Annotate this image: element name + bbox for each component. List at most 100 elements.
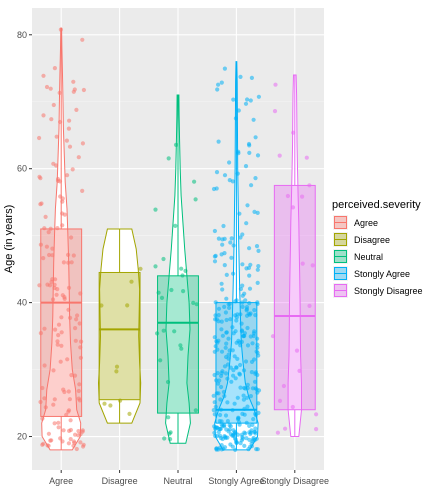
data-point [193, 408, 198, 413]
data-point [251, 417, 256, 422]
data-point [235, 356, 240, 361]
data-point [223, 345, 228, 350]
data-point [236, 149, 241, 154]
data-point [241, 334, 246, 339]
data-point [219, 252, 224, 257]
data-point [211, 186, 217, 192]
data-point [57, 179, 63, 184]
data-point [256, 248, 261, 253]
legend-key-stongly-agree [333, 266, 348, 281]
data-point [45, 282, 50, 287]
data-point [216, 429, 221, 435]
data-point [42, 363, 47, 368]
data-point [238, 286, 243, 292]
data-point [240, 232, 245, 237]
data-point [219, 384, 224, 390]
data-point [56, 333, 61, 338]
data-point [226, 336, 231, 341]
data-point [247, 312, 252, 317]
data-point [67, 397, 72, 402]
data-point [249, 370, 254, 375]
data-point [226, 302, 231, 307]
data-point [192, 179, 197, 184]
data-point [233, 329, 238, 334]
data-point [238, 74, 243, 79]
data-point [253, 313, 258, 318]
x-tick-label: Stongly Disagree [261, 476, 330, 486]
data-point [232, 431, 237, 436]
data-point [78, 355, 83, 360]
data-point [55, 226, 60, 231]
data-point [227, 348, 232, 353]
data-point [248, 334, 253, 339]
data-point [50, 253, 55, 258]
data-point [71, 439, 77, 444]
data-point [42, 326, 47, 331]
data-point [78, 440, 83, 445]
data-point [73, 338, 78, 343]
data-point [232, 401, 237, 406]
data-point [219, 80, 224, 85]
data-point [70, 167, 75, 172]
data-point [69, 373, 74, 378]
data-point [51, 102, 56, 108]
data-point [44, 244, 50, 249]
legend-label-agree: Agree [354, 218, 378, 228]
data-point [168, 437, 173, 442]
data-point [252, 308, 257, 313]
data-point [235, 171, 240, 176]
data-point [37, 283, 42, 288]
data-point [102, 401, 107, 406]
data-point [252, 209, 257, 214]
data-point [243, 164, 249, 169]
data-point [233, 116, 238, 121]
data-point [230, 408, 235, 413]
data-point [247, 273, 252, 278]
data-point [59, 343, 64, 348]
data-point [75, 313, 80, 318]
data-point [246, 447, 251, 452]
data-point [76, 155, 81, 160]
data-point [304, 155, 309, 160]
y-tick-label: 80 [17, 30, 27, 40]
box-agree [40, 228, 83, 417]
data-point [216, 391, 221, 396]
data-point [227, 427, 232, 432]
data-point [228, 365, 233, 370]
data-point [218, 407, 224, 412]
box-disagree [98, 271, 141, 401]
data-point [300, 194, 305, 199]
data-point [78, 345, 83, 350]
data-point [216, 381, 221, 386]
data-point [61, 260, 66, 265]
data-point [307, 303, 312, 308]
data-point [58, 27, 64, 32]
data-point [55, 287, 60, 292]
data-point [61, 428, 66, 433]
data-point [216, 306, 222, 311]
data-point [247, 246, 252, 251]
data-point [58, 436, 63, 441]
data-point [74, 317, 79, 322]
data-point [256, 264, 261, 269]
data-point [243, 101, 249, 106]
data-point [222, 394, 227, 399]
data-point [215, 87, 220, 92]
data-point [173, 142, 179, 147]
data-point [47, 252, 52, 258]
data-point [213, 344, 218, 349]
data-point [256, 410, 261, 415]
y-tick-label: 40 [17, 298, 27, 308]
data-point [38, 242, 44, 247]
data-point [173, 223, 178, 228]
data-point [179, 266, 184, 271]
data-point [222, 236, 227, 241]
data-point [59, 330, 64, 335]
data-point [291, 130, 296, 135]
data-point [99, 303, 104, 308]
data-point [211, 408, 216, 413]
legend-key-stongly-disagree [333, 283, 348, 298]
data-point [71, 89, 76, 94]
data-point [314, 427, 319, 432]
data-point [237, 371, 242, 376]
